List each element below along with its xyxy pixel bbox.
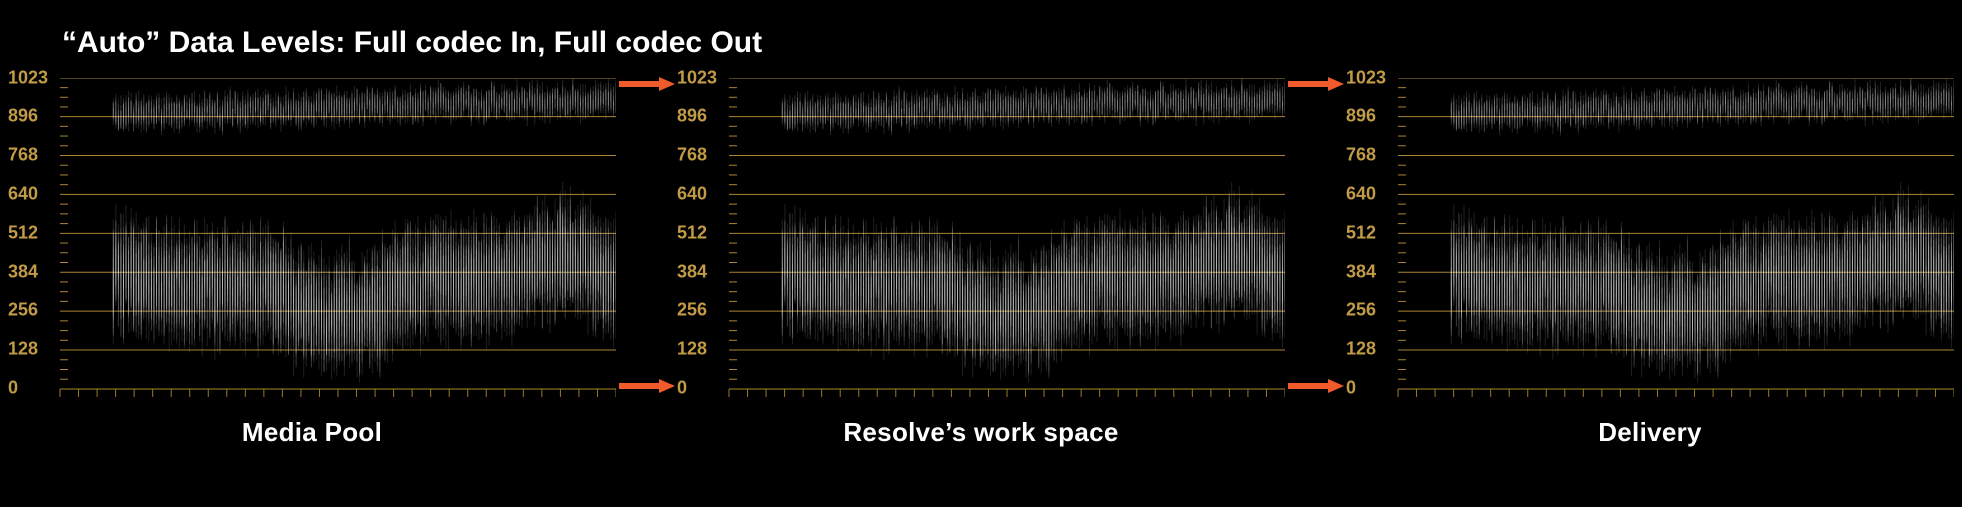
flow-arrow-icon	[1288, 77, 1344, 91]
y-tick-label: 128	[1346, 339, 1396, 360]
scope-panel: 01282563845126407688961023Media Pool	[8, 78, 616, 448]
panel-caption: Delivery	[1346, 417, 1954, 448]
y-tick-label: 384	[677, 261, 727, 282]
flow-arrow-icon	[619, 379, 675, 393]
y-tick-label: 640	[677, 184, 727, 205]
y-axis-labels: 01282563845126407688961023	[677, 78, 727, 389]
y-tick-label: 768	[8, 145, 58, 166]
y-tick-label: 896	[8, 106, 58, 127]
y-tick-label: 256	[1346, 300, 1396, 321]
y-tick-label: 1023	[1346, 68, 1396, 89]
flow-arrow-icon	[1288, 379, 1344, 393]
y-tick-label: 896	[1346, 106, 1396, 127]
waveform-scope: 01282563845126407688961023	[8, 78, 616, 409]
waveform-scope: 01282563845126407688961023	[677, 78, 1285, 409]
y-tick-label: 1023	[677, 68, 727, 89]
waveform-scope: 01282563845126407688961023	[1346, 78, 1954, 409]
y-tick-label: 256	[677, 300, 727, 321]
y-tick-label: 1023	[8, 68, 58, 89]
flow-arrow-icon	[619, 77, 675, 91]
y-tick-label: 0	[8, 378, 58, 399]
y-tick-label: 640	[8, 184, 58, 205]
scope-panel: 01282563845126407688961023Delivery	[1346, 78, 1954, 448]
y-tick-label: 128	[8, 339, 58, 360]
scope-panel: 01282563845126407688961023Resolve’s work…	[677, 78, 1285, 448]
y-tick-label: 640	[1346, 184, 1396, 205]
y-axis-labels: 01282563845126407688961023	[1346, 78, 1396, 389]
y-tick-label: 0	[1346, 378, 1396, 399]
panel-caption: Resolve’s work space	[677, 417, 1285, 448]
y-tick-label: 512	[1346, 222, 1396, 243]
y-tick-label: 384	[1346, 261, 1396, 282]
arrow-gap	[619, 78, 675, 448]
y-axis-labels: 01282563845126407688961023	[8, 78, 58, 389]
panel-caption: Media Pool	[8, 417, 616, 448]
scope-row: 01282563845126407688961023Media Pool0128…	[8, 78, 1954, 448]
y-tick-label: 512	[8, 222, 58, 243]
page-title: “Auto” Data Levels: Full codec In, Full …	[62, 26, 762, 60]
y-tick-label: 896	[677, 106, 727, 127]
y-tick-label: 384	[8, 261, 58, 282]
y-tick-label: 512	[677, 222, 727, 243]
y-tick-label: 0	[677, 378, 727, 399]
y-tick-label: 768	[677, 145, 727, 166]
arrow-gap	[1288, 78, 1344, 448]
y-tick-label: 128	[677, 339, 727, 360]
y-tick-label: 768	[1346, 145, 1396, 166]
y-tick-label: 256	[8, 300, 58, 321]
